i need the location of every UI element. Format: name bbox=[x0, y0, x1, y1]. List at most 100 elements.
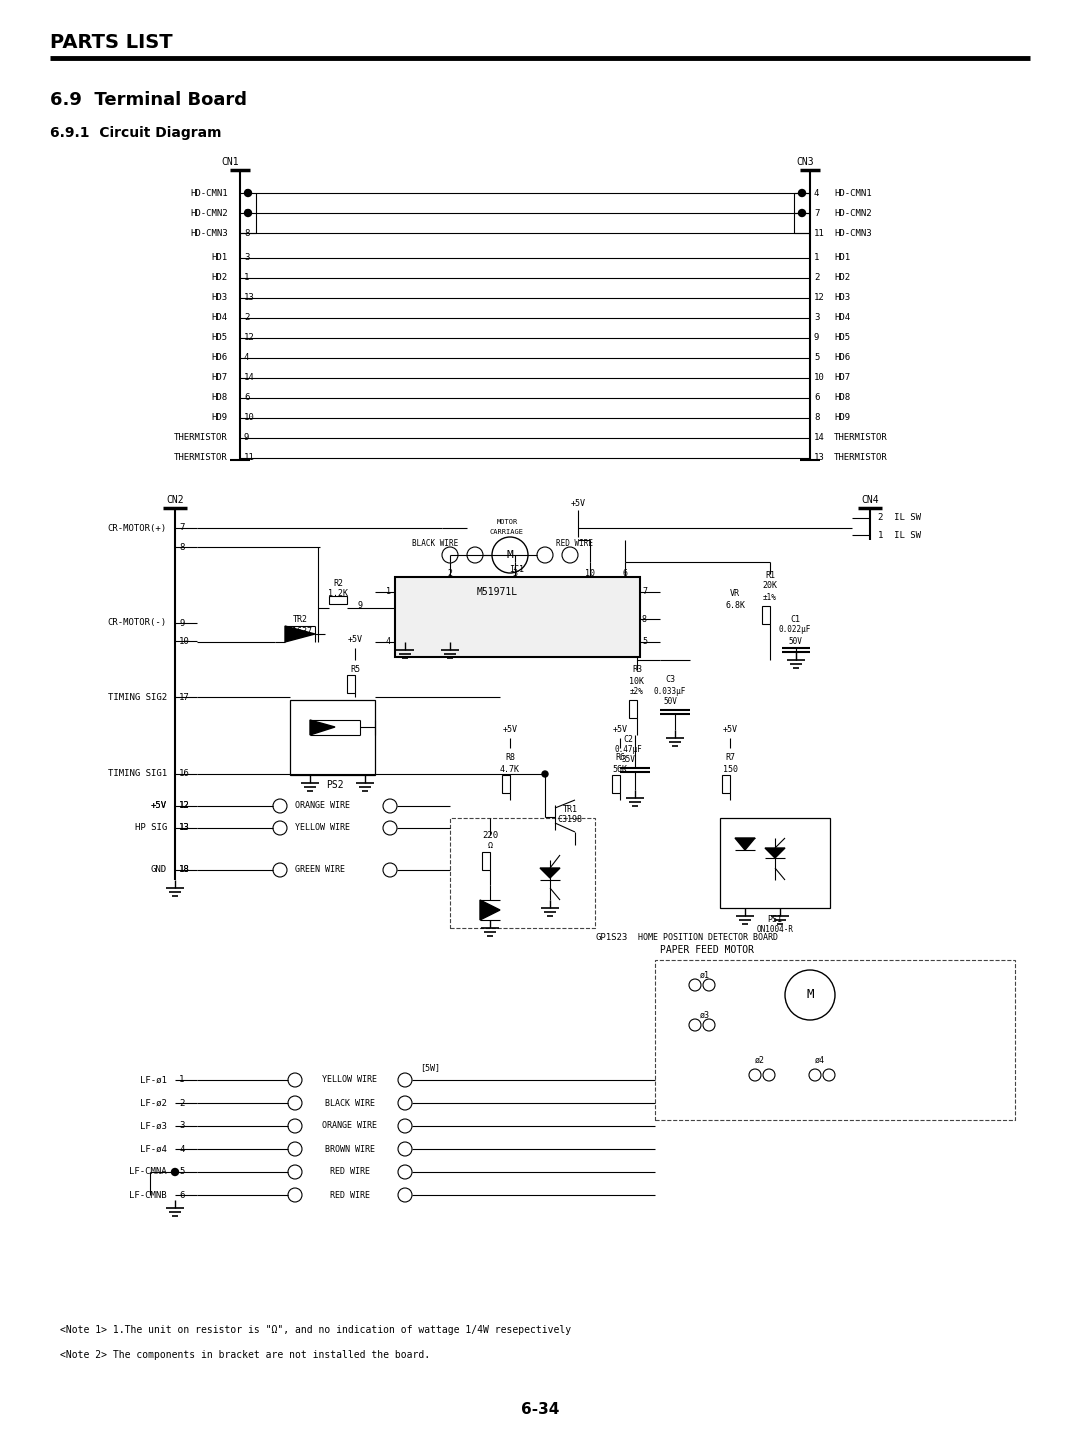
Text: 13: 13 bbox=[814, 453, 825, 462]
Text: HD6: HD6 bbox=[212, 354, 228, 363]
Bar bbox=[482, 852, 490, 871]
Polygon shape bbox=[310, 720, 335, 735]
Text: <Note 1> 1.The unit on resistor is "Ω", and no indication of wattage 1/4W resepe: <Note 1> 1.The unit on resistor is "Ω", … bbox=[60, 1325, 571, 1335]
Text: THERMISTOR: THERMISTOR bbox=[834, 453, 888, 462]
Text: GND: GND bbox=[151, 865, 167, 875]
Polygon shape bbox=[285, 626, 315, 642]
Circle shape bbox=[798, 210, 806, 216]
Text: 4: 4 bbox=[386, 637, 391, 646]
Text: 10: 10 bbox=[179, 636, 190, 646]
Text: HD4: HD4 bbox=[834, 314, 850, 322]
Text: THERMISTOR: THERMISTOR bbox=[174, 453, 228, 462]
Text: YELLOW WIRE: YELLOW WIRE bbox=[323, 1075, 378, 1085]
Text: HD6: HD6 bbox=[834, 354, 850, 363]
Text: 9: 9 bbox=[179, 619, 185, 627]
Text: BROWN WIRE: BROWN WIRE bbox=[325, 1144, 375, 1154]
Text: 2: 2 bbox=[244, 314, 249, 322]
Text: 9: 9 bbox=[357, 602, 362, 610]
Text: HD5: HD5 bbox=[834, 334, 850, 342]
Text: 0.47μF: 0.47μF bbox=[615, 745, 642, 754]
Text: HD-CMN1: HD-CMN1 bbox=[190, 189, 228, 197]
Text: 18: 18 bbox=[179, 865, 190, 875]
Text: 4: 4 bbox=[244, 354, 249, 363]
Text: 9: 9 bbox=[244, 433, 249, 443]
Bar bbox=[654, 960, 1015, 1120]
Text: 0.033μF: 0.033μF bbox=[653, 688, 686, 696]
Text: PS1: PS1 bbox=[768, 915, 783, 924]
Bar bbox=[450, 817, 595, 928]
Text: R1: R1 bbox=[765, 570, 775, 580]
Text: R7: R7 bbox=[725, 754, 735, 763]
Text: HD2: HD2 bbox=[834, 273, 850, 282]
Text: RED WIRE: RED WIRE bbox=[556, 538, 594, 547]
Polygon shape bbox=[765, 848, 785, 858]
Bar bbox=[291, 699, 375, 776]
Text: PS2: PS2 bbox=[326, 780, 343, 790]
Text: 12: 12 bbox=[179, 802, 190, 810]
Text: 7: 7 bbox=[814, 209, 820, 217]
Text: 10: 10 bbox=[244, 413, 255, 423]
Text: CR-MOTOR(-): CR-MOTOR(-) bbox=[108, 619, 167, 627]
Circle shape bbox=[244, 190, 252, 197]
Circle shape bbox=[542, 771, 548, 777]
Text: CN4: CN4 bbox=[861, 495, 879, 505]
Bar bbox=[395, 577, 640, 658]
Text: +5V: +5V bbox=[348, 636, 363, 645]
Text: 12: 12 bbox=[814, 294, 825, 302]
Circle shape bbox=[798, 190, 806, 197]
Text: 220: 220 bbox=[482, 830, 498, 839]
Text: R2: R2 bbox=[333, 578, 343, 587]
Text: 4: 4 bbox=[814, 189, 820, 197]
Text: D1637: D1637 bbox=[287, 627, 312, 636]
Text: R3: R3 bbox=[632, 665, 642, 675]
Text: 13: 13 bbox=[179, 823, 190, 833]
Text: 50V: 50V bbox=[663, 698, 677, 707]
Bar bbox=[347, 675, 355, 694]
Polygon shape bbox=[540, 868, 561, 878]
Text: 5: 5 bbox=[244, 189, 249, 197]
Text: THERMISTOR: THERMISTOR bbox=[834, 433, 888, 443]
Text: 16: 16 bbox=[179, 770, 190, 778]
Circle shape bbox=[172, 1168, 178, 1176]
Text: +5V: +5V bbox=[723, 725, 738, 734]
Text: HD-CMN3: HD-CMN3 bbox=[834, 229, 872, 237]
Text: 2: 2 bbox=[447, 568, 453, 577]
Text: 6: 6 bbox=[244, 393, 249, 403]
Text: 10: 10 bbox=[585, 568, 595, 577]
Text: ON1004-R: ON1004-R bbox=[756, 925, 794, 934]
Text: 12: 12 bbox=[179, 802, 190, 810]
Text: TR2: TR2 bbox=[293, 616, 308, 625]
Text: 1: 1 bbox=[244, 273, 249, 282]
Text: 3: 3 bbox=[513, 568, 517, 577]
Text: 1: 1 bbox=[179, 1075, 185, 1085]
Bar bbox=[723, 776, 730, 793]
Text: HD9: HD9 bbox=[212, 413, 228, 423]
Text: +5V: +5V bbox=[570, 498, 585, 508]
Text: 5: 5 bbox=[642, 637, 647, 646]
Text: C2: C2 bbox=[623, 735, 633, 744]
Text: +5V: +5V bbox=[502, 725, 517, 734]
Text: +5V: +5V bbox=[151, 802, 167, 810]
Text: 6: 6 bbox=[179, 1190, 185, 1200]
Text: 8: 8 bbox=[179, 543, 185, 551]
Text: HD9: HD9 bbox=[834, 413, 850, 423]
Text: TIMING SIG2: TIMING SIG2 bbox=[108, 692, 167, 701]
Text: LF-ø3: LF-ø3 bbox=[140, 1121, 167, 1131]
Text: 18: 18 bbox=[179, 865, 190, 875]
Text: HD8: HD8 bbox=[834, 393, 850, 403]
Text: 10: 10 bbox=[814, 374, 825, 383]
Text: 50V: 50V bbox=[788, 636, 802, 646]
Text: 1.2K: 1.2K bbox=[328, 590, 348, 599]
Text: 7: 7 bbox=[244, 209, 249, 217]
Bar bbox=[720, 817, 831, 908]
Text: 2: 2 bbox=[814, 273, 820, 282]
Text: HD5: HD5 bbox=[212, 334, 228, 342]
Text: 17: 17 bbox=[179, 692, 190, 701]
Text: 14: 14 bbox=[814, 433, 825, 443]
Text: [5W]: [5W] bbox=[420, 1063, 440, 1072]
Polygon shape bbox=[735, 837, 755, 850]
Text: BLACK WIRE: BLACK WIRE bbox=[411, 538, 458, 547]
Text: 5: 5 bbox=[814, 354, 820, 363]
Text: RED WIRE: RED WIRE bbox=[330, 1167, 370, 1177]
Text: 6-34: 6-34 bbox=[521, 1403, 559, 1417]
